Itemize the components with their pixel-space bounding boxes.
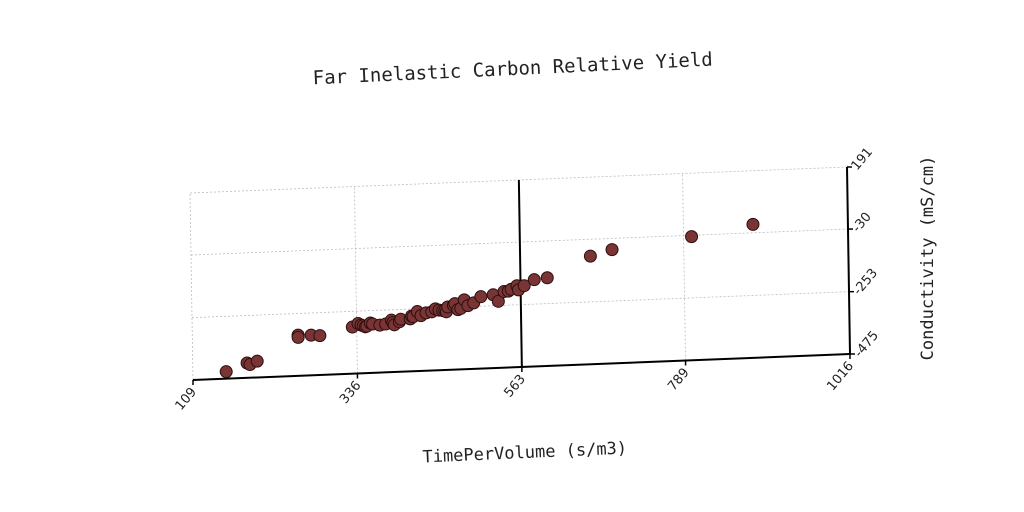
y-tick-label: -30 — [850, 210, 875, 236]
center-divider-line — [519, 180, 522, 367]
data-point — [251, 355, 263, 367]
data-point — [220, 366, 232, 378]
gridline-x — [354, 186, 357, 373]
x-tick-label: 563 — [501, 372, 528, 401]
x-axis-label: TimePerVolume (s/m3) — [422, 439, 627, 468]
x-tick-label: 789 — [665, 365, 692, 394]
y-tick-label: -253 — [851, 266, 881, 298]
axes — [193, 167, 855, 385]
data-points — [220, 218, 759, 377]
y-axis-line — [847, 167, 850, 354]
gridline-x — [190, 193, 193, 380]
data-point — [606, 244, 618, 256]
data-point — [475, 291, 487, 303]
x-tick-label: 1016 — [824, 359, 857, 394]
y-tick-label: 191 — [849, 145, 876, 174]
gridline-x — [683, 174, 686, 361]
data-point — [686, 231, 698, 243]
data-point — [528, 274, 540, 286]
data-point — [747, 218, 759, 230]
data-point — [541, 272, 553, 284]
data-point — [584, 250, 596, 262]
x-tick-label: 109 — [173, 385, 200, 414]
data-point — [292, 331, 304, 343]
chart-title: Far Inelastic Carbon Relative Yield — [312, 49, 713, 90]
tick-labels: 109 336 563 789 1016 191 -30 -253 -475 — [173, 145, 882, 414]
x-tick-label: 336 — [337, 378, 364, 407]
data-point — [314, 330, 326, 342]
y-tick-label: -475 — [852, 328, 882, 360]
y-axis-label: Conductivity (mS/cm) — [918, 156, 938, 361]
